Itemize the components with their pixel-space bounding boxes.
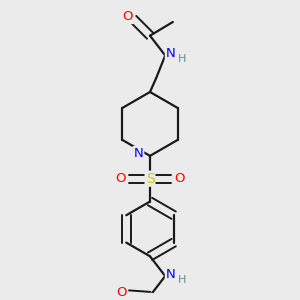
Text: S: S — [146, 172, 154, 186]
Text: O: O — [115, 172, 125, 185]
Text: O: O — [175, 172, 185, 185]
Text: O: O — [122, 10, 133, 23]
Text: H: H — [178, 275, 186, 285]
Text: N: N — [166, 47, 175, 60]
Text: O: O — [116, 286, 126, 299]
Text: N: N — [134, 147, 143, 160]
Text: N: N — [166, 268, 175, 281]
Text: H: H — [178, 54, 186, 64]
